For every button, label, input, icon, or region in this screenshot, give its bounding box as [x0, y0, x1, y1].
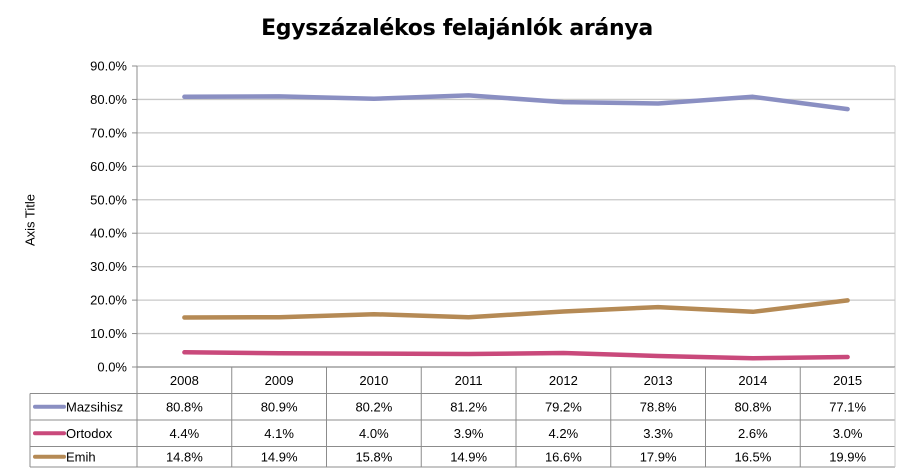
y-tick-label: 0.0% — [97, 360, 127, 375]
y-tick-label: 90.0% — [90, 59, 127, 74]
x-tick-label: 2008 — [170, 373, 199, 388]
data-label: 2.6% — [738, 426, 768, 441]
series-line-ortodox — [182, 350, 850, 361]
x-tick-label: 2009 — [265, 373, 294, 388]
data-label: 3.0% — [833, 426, 863, 441]
x-tick-label: 2010 — [359, 373, 388, 388]
x-tick-label: 2011 — [455, 373, 483, 388]
legend-label: Ortodox — [66, 426, 113, 441]
data-label: 4.0% — [359, 426, 389, 441]
data-label: 16.6% — [545, 449, 582, 464]
y-tick-label: 80.0% — [90, 92, 127, 107]
x-tick-label: 2015 — [833, 373, 862, 388]
data-label: 17.9% — [640, 449, 677, 464]
y-tick-label: 30.0% — [90, 259, 127, 274]
y-axis: 0.0% 10.0% 20.0% 30.0% 40.0% 50.0% 60.0% 70.0% 8… — [90, 59, 138, 375]
data-label: 80.2% — [355, 399, 392, 414]
data-label: 4.2% — [549, 426, 579, 441]
series-line-mazsihisz — [182, 93, 850, 112]
data-label: 77.1% — [829, 399, 866, 414]
data-label: 15.8% — [355, 449, 392, 464]
data-label: 16.5% — [734, 449, 771, 464]
legend-label: Mazsihisz — [66, 399, 123, 414]
x-tick-label: 2013 — [644, 373, 673, 388]
y-tick-label: 60.0% — [90, 159, 127, 174]
data-label: 14.8% — [166, 449, 203, 464]
y-tick-label: 50.0% — [90, 192, 127, 207]
data-label: 80.9% — [261, 399, 298, 414]
data-label: 78.8% — [640, 399, 677, 414]
x-tick-label: 2014 — [738, 373, 767, 388]
data-label: 80.8% — [166, 399, 203, 414]
y-tick-label: 20.0% — [90, 293, 127, 308]
data-label: 79.2% — [545, 399, 582, 414]
data-label: 80.8% — [734, 399, 771, 414]
data-label: 3.9% — [454, 426, 484, 441]
x-tick-label: 2012 — [549, 373, 578, 388]
gridlines — [137, 65, 896, 367]
data-label: 19.9% — [829, 449, 866, 464]
data-label: 3.3% — [643, 426, 673, 441]
data-label: 14.9% — [450, 449, 487, 464]
series-line-emih — [182, 298, 850, 320]
data-table: 2008 2009 2010 2011 2012 2013 2014 2015 Mazsihis… — [29, 366, 896, 468]
series-lines — [182, 93, 850, 361]
data-label: 81.2% — [450, 399, 487, 414]
data-label: 4.4% — [170, 426, 200, 441]
data-label: 14.9% — [261, 449, 298, 464]
data-label: 4.1% — [264, 426, 294, 441]
y-tick-label: 40.0% — [90, 226, 127, 241]
legend-label: Emih — [66, 449, 96, 464]
y-tick-label: 10.0% — [90, 326, 127, 341]
chart-title: Egyszázalékos felajánlók aránya — [261, 16, 653, 41]
y-tick-label: 70.0% — [90, 125, 127, 140]
